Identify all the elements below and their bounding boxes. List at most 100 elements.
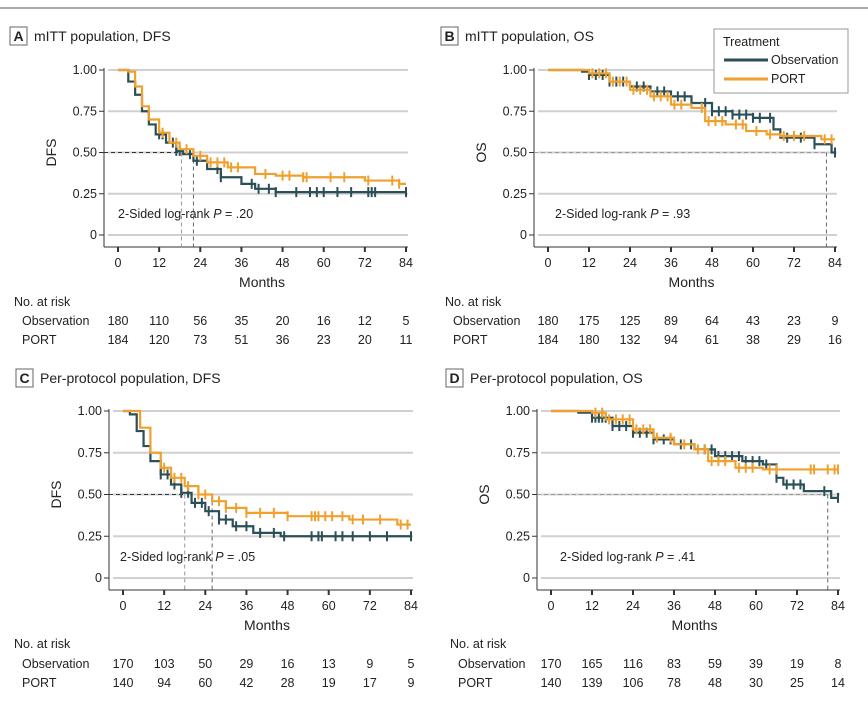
panel-title: Per-protocol population, OS — [470, 370, 643, 386]
y-tick-label: 0.75 — [503, 104, 527, 118]
risk-value: 5 — [408, 657, 415, 671]
risk-value: 110 — [149, 314, 169, 328]
annotation-value: = .20 — [222, 207, 254, 221]
risk-value: 23 — [317, 333, 331, 347]
x-tick-label: 48 — [281, 599, 295, 613]
risk-value: 139 — [582, 676, 603, 690]
risk-table: No. at risk Observation 180 175 125 89 64 43 23 9… — [445, 295, 842, 347]
y-tick-label: 0.25 — [78, 529, 102, 543]
x-tick-label: 48 — [276, 256, 290, 270]
annotation-value: = .93 — [659, 207, 691, 221]
annotation-p: P — [213, 207, 222, 221]
panel-letter-box — [440, 26, 459, 46]
logrank-annotation: 2-Sided log-rank P = .41 — [560, 550, 695, 564]
risk-value: 20 — [358, 333, 372, 347]
x-tick-label: 84 — [828, 256, 842, 270]
survival-curve-port — [118, 68, 406, 185]
annotation-value: = .41 — [664, 550, 696, 564]
risk-value: 17 — [363, 676, 377, 690]
risk-value: 106 — [623, 676, 644, 690]
risk-value: 56 — [193, 314, 207, 328]
panel-letter: C — [19, 370, 29, 386]
annotation-value: = .05 — [224, 550, 256, 564]
risk-value: 180 — [579, 333, 600, 347]
risk-value: 43 — [746, 314, 760, 328]
risk-value: 50 — [198, 657, 212, 671]
risk-value: 30 — [749, 676, 763, 690]
survival-curve-observation — [551, 409, 838, 499]
risk-value: 16 — [281, 657, 295, 671]
series-port — [118, 68, 406, 189]
risk-value: 103 — [154, 657, 175, 671]
risk-value: 12 — [358, 314, 372, 328]
risk-value: 20 — [276, 314, 290, 328]
risk-value: 38 — [746, 333, 760, 347]
panel-letter: A — [13, 28, 23, 44]
risk-value: 116 — [623, 657, 643, 671]
y-tick-label: 0.75 — [73, 104, 97, 118]
x-tick-label: 48 — [705, 256, 719, 270]
legend: Treatment Observation PORT — [713, 28, 849, 94]
risk-value: 16 — [317, 314, 331, 328]
annotation-prefix: 2-Sided log-rank — [120, 550, 215, 564]
risk-value: 9 — [366, 657, 373, 671]
risk-value: 165 — [582, 657, 603, 671]
x-tick-label: 0 — [545, 256, 552, 270]
risk-value: 125 — [620, 314, 641, 328]
x-tick-label: 36 — [234, 256, 248, 270]
legend-label-port: PORT — [771, 72, 806, 86]
risk-value: 13 — [322, 657, 336, 671]
risk-value: 120 — [149, 333, 170, 347]
panel-letter: B — [444, 28, 454, 44]
y-tick-label: 0.50 — [73, 146, 97, 160]
x-tick-label: 12 — [152, 256, 166, 270]
series-port — [551, 407, 839, 475]
logrank-annotation: 2-Sided log-rank P = .93 — [555, 207, 690, 221]
y-tick-label: 0.25 — [503, 187, 527, 201]
risk-value: 8 — [835, 657, 842, 671]
series-observation — [551, 409, 839, 503]
annotation-prefix: 2-Sided log-rank — [560, 550, 655, 564]
risk-value: 180 — [538, 314, 559, 328]
risk-value: 19 — [790, 657, 804, 671]
y-tick-label: 1.00 — [78, 404, 102, 418]
y-axis-label: OS — [473, 142, 489, 162]
x-tick-label: 36 — [239, 599, 253, 613]
panel-letter: D — [449, 370, 459, 386]
x-tick-label: 60 — [322, 599, 336, 613]
series-observation — [123, 409, 412, 542]
risk-value: 170 — [113, 657, 134, 671]
x-axis-label: Months — [672, 617, 718, 633]
panel-c: C Per-protocol population, DFS 0 0.25 0.50 0.… — [14, 368, 418, 690]
risk-value: 5 — [403, 314, 410, 328]
series-port — [548, 68, 835, 145]
risk-value: 36 — [276, 333, 290, 347]
x-tick-label: 0 — [120, 599, 127, 613]
x-tick-label: 84 — [404, 599, 418, 613]
x-tick-label: 72 — [358, 256, 372, 270]
panel-title: mITT population, OS — [465, 28, 594, 44]
risk-value: 94 — [664, 333, 678, 347]
annotation-p: P — [655, 550, 664, 564]
y-tick-label: 0.50 — [506, 488, 530, 502]
risk-value: 35 — [234, 314, 248, 328]
risk-row-label: PORT — [458, 676, 493, 690]
risk-value: 48 — [708, 676, 722, 690]
x-axis-label: Months — [239, 274, 285, 290]
risk-value: 61 — [705, 333, 719, 347]
risk-table-header: No. at risk — [14, 295, 71, 309]
panel-title: Per-protocol population, DFS — [40, 370, 221, 386]
y-axis-label: DFS — [43, 139, 59, 167]
risk-value: 42 — [239, 676, 253, 690]
risk-value: 184 — [538, 333, 559, 347]
risk-value: 94 — [157, 676, 171, 690]
panel-letter-box — [445, 368, 464, 388]
y-tick-label: 0 — [95, 571, 102, 585]
x-tick-label: 72 — [787, 256, 801, 270]
risk-value: 184 — [108, 333, 129, 347]
y-tick-label: 1.00 — [73, 63, 97, 77]
x-tick-label: 36 — [667, 599, 681, 613]
y-tick-label: 1.00 — [503, 63, 527, 77]
